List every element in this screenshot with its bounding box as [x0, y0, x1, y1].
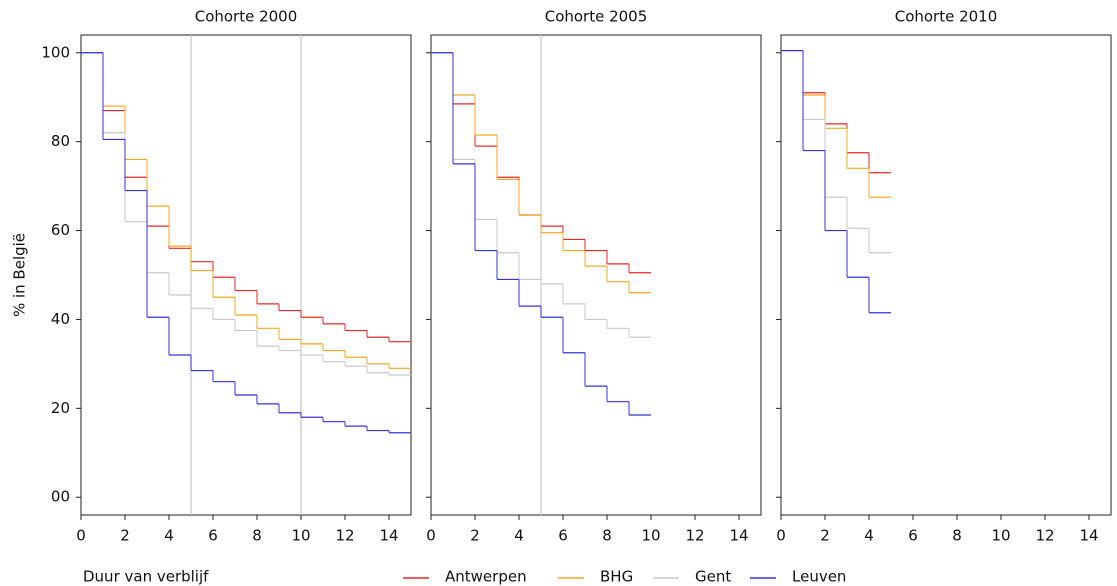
x-tick-label: 14	[729, 527, 748, 545]
x-tick-label: 0	[426, 527, 436, 545]
y-tick-label: 40	[51, 310, 70, 328]
x-tick-label: 6	[208, 527, 218, 545]
x-tick-label: 10	[641, 527, 660, 545]
panel-title: Cohorte 2005	[545, 8, 648, 26]
x-tick-label: 2	[120, 527, 130, 545]
x-tick-label: 0	[76, 527, 86, 545]
plot-frame	[80, 34, 412, 516]
legend-label: Gent	[695, 568, 731, 586]
x-tick-label: 8	[252, 527, 262, 545]
legend-label: BHG	[600, 568, 633, 586]
x-tick-label: 6	[908, 527, 918, 545]
legend-label: Antwerpen	[445, 568, 527, 586]
x-tick-label: 14	[379, 527, 398, 545]
y-tick-label: 20	[51, 399, 70, 417]
legend-label: Leuven	[792, 568, 846, 586]
plot-frame	[780, 34, 1112, 516]
y-tick-label: 00	[51, 488, 70, 506]
plot-frame	[430, 34, 762, 516]
x-tick-label: 8	[602, 527, 612, 545]
x-tick-label: 4	[864, 527, 874, 545]
y-tick-label: 60	[51, 221, 70, 239]
x-axis-label: Duur van verblijf	[83, 568, 209, 586]
x-tick-label: 12	[1035, 527, 1054, 545]
x-tick-label: 6	[558, 527, 568, 545]
x-tick-label: 4	[164, 527, 174, 545]
x-tick-label: 12	[335, 527, 354, 545]
y-axis-label: % in België	[11, 233, 29, 317]
x-tick-label: 4	[514, 527, 524, 545]
x-tick-label: 2	[820, 527, 830, 545]
y-tick-label: 80	[51, 132, 70, 150]
x-tick-label: 0	[776, 527, 786, 545]
panel-title: Cohorte 2000	[195, 8, 298, 26]
y-tick-label: 100	[41, 43, 70, 61]
x-tick-label: 2	[470, 527, 480, 545]
panel-title: Cohorte 2010	[895, 8, 998, 26]
x-tick-label: 10	[991, 527, 1010, 545]
x-tick-label: 12	[685, 527, 704, 545]
x-tick-label: 8	[952, 527, 962, 545]
x-tick-label: 10	[291, 527, 310, 545]
x-tick-label: 14	[1079, 527, 1098, 545]
